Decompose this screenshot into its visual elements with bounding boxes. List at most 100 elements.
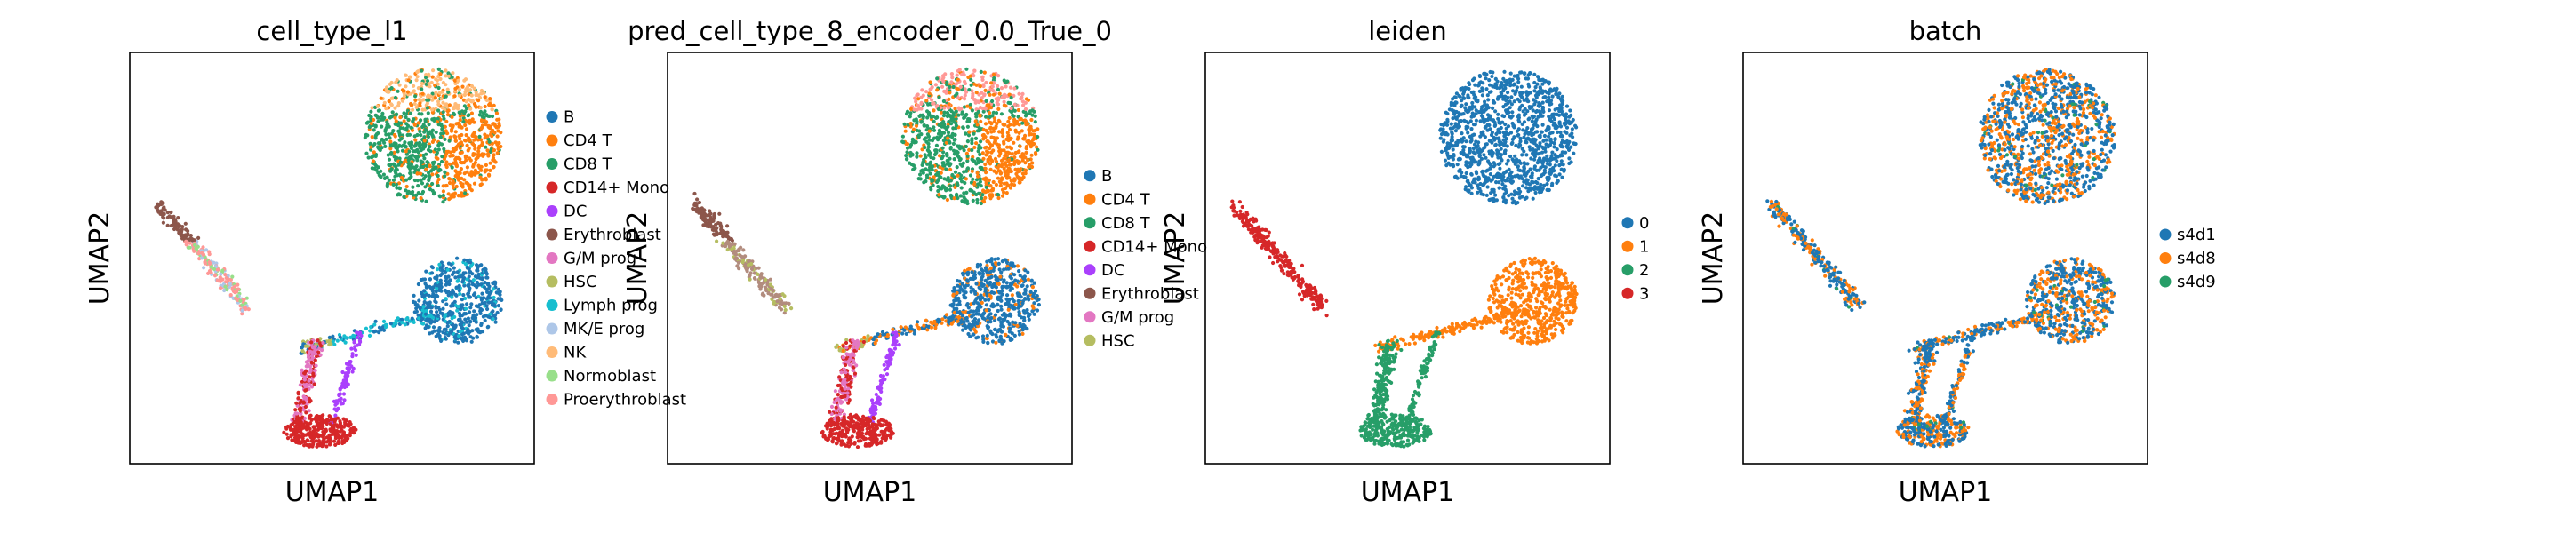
scatter-point xyxy=(1005,293,1010,298)
scatter-point xyxy=(979,184,983,188)
scatter-point xyxy=(426,131,430,136)
scatter-point xyxy=(1014,159,1020,163)
scatter-point xyxy=(758,274,763,279)
scatter-point xyxy=(468,138,472,142)
scatter-point xyxy=(886,363,891,368)
legend-marker xyxy=(546,228,558,241)
scatter-point xyxy=(409,146,413,150)
scatter-point xyxy=(894,333,899,338)
scatter-point xyxy=(450,193,455,197)
scatter-point xyxy=(1009,95,1013,100)
scatter-point xyxy=(1027,317,1031,322)
scatter-point xyxy=(932,125,936,130)
scatter-point xyxy=(440,155,444,159)
scatter-point xyxy=(912,118,916,123)
scatter-point xyxy=(1006,284,1011,289)
scatter-point xyxy=(434,155,438,160)
scatter-point xyxy=(487,173,492,178)
scatter-point xyxy=(958,285,963,290)
scatter-point xyxy=(941,114,947,118)
scatter-point xyxy=(947,319,951,323)
scatter-point xyxy=(493,160,498,164)
scatter-point xyxy=(994,111,999,115)
scatter-point xyxy=(389,102,394,107)
scatter-point xyxy=(454,184,459,189)
scatter-point xyxy=(476,138,481,142)
scatter-point xyxy=(467,331,471,336)
scatter-point xyxy=(996,195,1001,201)
scatter-point xyxy=(927,129,932,133)
scatter-point xyxy=(172,227,177,232)
scatter-point xyxy=(486,152,491,156)
scatter-point xyxy=(989,290,994,295)
scatter-point xyxy=(996,192,1000,197)
scatter-point xyxy=(452,149,456,154)
scatter-point xyxy=(994,285,998,290)
scatter-point xyxy=(471,314,476,319)
umap-panel-2: pred_cell_type_8_encoder_0.0_True_0UMAP1… xyxy=(622,16,1207,508)
scatter-point xyxy=(463,335,468,339)
scatter-point xyxy=(452,111,456,115)
scatter-point xyxy=(445,324,450,329)
scatter-point xyxy=(999,163,1004,168)
scatter-point xyxy=(970,270,974,274)
scatter-point xyxy=(383,325,388,330)
scatter-point xyxy=(962,148,966,153)
scatter-point xyxy=(972,182,977,187)
scatter-point xyxy=(410,316,414,321)
scatter-point xyxy=(973,330,978,334)
scatter-point xyxy=(1000,194,1005,198)
scatter-point xyxy=(970,96,975,100)
scatter-point xyxy=(310,442,315,448)
scatter-point xyxy=(331,424,336,428)
scatter-point xyxy=(365,120,371,124)
scatter-point xyxy=(1004,80,1008,85)
scatter-point xyxy=(951,111,956,115)
scatter-point xyxy=(936,188,940,194)
scatter-point xyxy=(1009,276,1013,281)
scatter-point xyxy=(925,175,930,180)
scatter-point xyxy=(374,132,379,137)
scatter-point xyxy=(389,150,394,155)
scatter-point xyxy=(834,405,838,410)
scatter-point xyxy=(453,86,458,91)
scatter-point xyxy=(981,188,986,193)
scatter-point xyxy=(995,136,999,140)
scatter-point xyxy=(1004,173,1008,178)
scatter-point xyxy=(437,329,442,333)
scatter-point xyxy=(466,283,470,288)
scatter-point xyxy=(459,181,463,186)
scatter-point xyxy=(471,163,476,167)
scatter-point xyxy=(204,248,209,252)
scatter-point xyxy=(838,409,843,413)
scatter-point xyxy=(469,93,474,98)
scatter-point xyxy=(1030,309,1035,314)
scatter-point xyxy=(463,90,468,94)
scatter-point xyxy=(975,123,980,127)
scatter-point xyxy=(970,169,974,173)
scatter-point xyxy=(455,107,460,111)
scatter-point xyxy=(404,84,408,89)
scatter-point xyxy=(912,107,916,112)
scatter-point xyxy=(411,90,415,94)
scatter-point xyxy=(468,306,473,310)
scatter-point xyxy=(396,89,400,93)
scatter-point xyxy=(878,378,883,384)
scatter-point xyxy=(428,300,432,305)
scatter-point xyxy=(988,266,993,270)
scatter-point xyxy=(192,249,196,253)
scatter-point xyxy=(883,378,887,382)
scatter-point xyxy=(739,245,743,250)
scatter-point xyxy=(1026,294,1030,298)
scatter-point xyxy=(193,243,197,247)
scatter-point xyxy=(348,362,352,367)
scatter-point xyxy=(998,274,1003,279)
scatter-point xyxy=(1033,120,1037,124)
scatter-point xyxy=(428,277,432,282)
scatter-point xyxy=(437,194,442,198)
scatter-point xyxy=(468,264,474,268)
scatter-point xyxy=(930,98,934,102)
scatter-point xyxy=(372,142,377,147)
scatter-point xyxy=(989,316,994,321)
legend-marker xyxy=(546,322,558,335)
